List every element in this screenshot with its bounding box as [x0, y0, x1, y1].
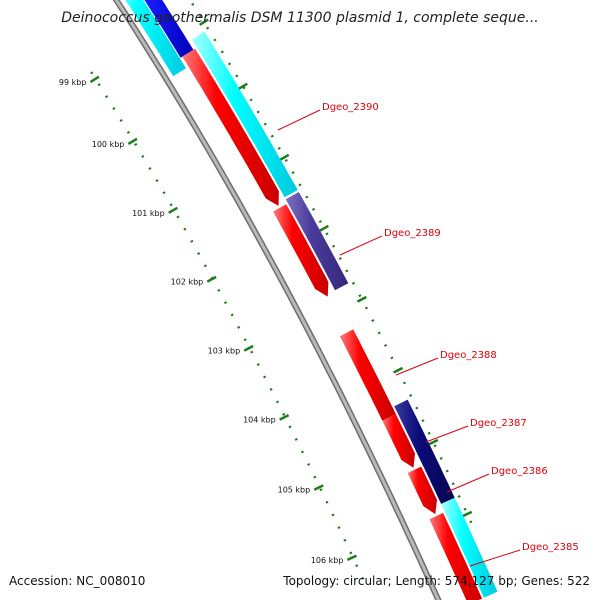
outer-tick-2 — [279, 153, 290, 161]
scale-tick-3 — [206, 275, 217, 283]
gene-labels-layer: Dgeo_2390 Dgeo_2389 Dgeo_2388 Dgeo_2387 Dgeo… — [277, 102, 579, 567]
scale-tick-label-5: 104 kbp — [243, 416, 276, 425]
scale-tick-6 — [313, 484, 324, 491]
gene-purple-dgeo-2389 — [285, 192, 349, 291]
leader-line-0 — [277, 109, 321, 131]
outer-tick-4 — [356, 295, 367, 303]
gene-label-4: Dgeo_2386 — [491, 466, 548, 477]
gene-cyan-dgeo-2390 — [191, 31, 298, 198]
gene-cyan-top — [125, 0, 186, 77]
leader-line-4 — [446, 473, 490, 493]
scale-tick-label-1: 100 kbp — [92, 140, 125, 149]
accession-text: Accession: NC_008010 — [9, 574, 146, 588]
scale-tick-label-2: 101 kbp — [132, 209, 165, 218]
tick-labels-layer: 99 kbp 100 kbp 101 kbp 102 kbp 103 kbp 104 kb… — [59, 78, 344, 565]
gene-red-dgeo-2387 — [382, 414, 415, 468]
gene-red-dgeo-2390 — [182, 48, 279, 206]
scale-tick-0 — [89, 75, 100, 84]
scale-tick-5 — [279, 414, 290, 421]
gene-red-dgeo-2389 — [273, 204, 329, 297]
topology-summary-text: Topology: circular; Length: 574,127 bp; … — [283, 574, 590, 588]
outer-tick-0 — [199, 18, 209, 26]
gene-red-dgeo-2386 — [407, 466, 437, 515]
backbone-shadow — [112, 0, 442, 600]
gene-cyan-dgeo-2385 — [441, 497, 498, 598]
scale-tick-2 — [168, 206, 179, 214]
gene-blue-top — [144, 0, 194, 58]
leader-line-1 — [339, 235, 383, 256]
scale-tick-1 — [127, 137, 138, 146]
scale-track-dots — [90, 71, 367, 586]
tick-marks-layer — [89, 0, 478, 586]
gene-label-0: Dgeo_2390 — [322, 102, 379, 113]
scale-tick-label-6: 105 kbp — [278, 486, 311, 495]
outer-tick-3 — [318, 224, 329, 232]
gene-red-dgeo-2385 — [429, 512, 482, 600]
gene-label-3: Dgeo_2387 — [470, 418, 527, 429]
outer-tick-7 — [462, 510, 473, 518]
genes-layer — [125, 0, 498, 600]
scale-tick-label-7: 106 kbp — [311, 556, 344, 565]
outer-tick-5 — [393, 366, 404, 374]
scale-tick-label-4: 103 kbp — [208, 347, 241, 356]
scale-tick-label-0: 99 kbp — [59, 78, 87, 87]
outer-tick-6 — [428, 438, 439, 446]
backbone-layer — [112, 0, 442, 600]
leader-line-3 — [425, 425, 469, 443]
gene-label-5: Dgeo_2385 — [522, 542, 579, 553]
gene-label-1: Dgeo_2389 — [384, 228, 441, 239]
scale-tick-label-3: 102 kbp — [171, 278, 204, 287]
scale-tick-4 — [243, 344, 254, 352]
map-title: Deinococcus geothermalis DSM 11300 plasm… — [61, 10, 539, 26]
leader-line-5 — [469, 549, 521, 567]
gene-navy-dgeo-2386 — [394, 399, 455, 504]
leader-line-2 — [395, 357, 439, 376]
backbone-line — [114, 0, 440, 600]
gene-red-dgeo-2388 — [339, 329, 396, 421]
scale-tick-7 — [346, 554, 358, 561]
outer-tick-1 — [238, 82, 248, 90]
gene-label-2: Dgeo_2388 — [440, 350, 497, 361]
